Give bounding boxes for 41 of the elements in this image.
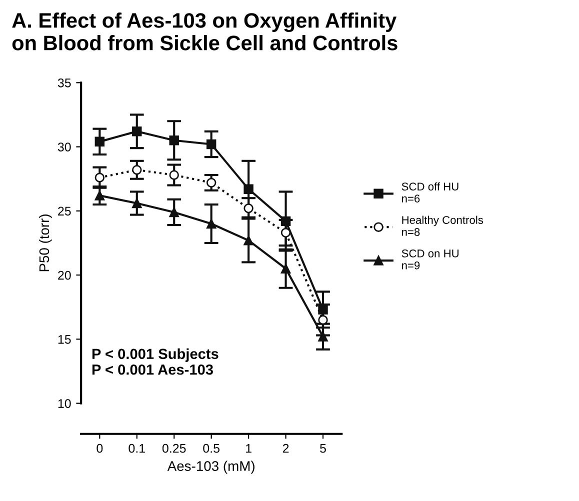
point — [244, 203, 254, 214]
point — [94, 190, 105, 200]
point — [318, 304, 328, 315]
point — [206, 218, 216, 229]
point — [169, 207, 179, 218]
point — [244, 184, 254, 194]
point — [132, 126, 142, 136]
legend-label: SCD off HU n=6 — [402, 182, 458, 202]
y-tick-label: 25 — [58, 206, 71, 216]
point — [94, 136, 105, 147]
x-tick-label: 1 — [246, 444, 252, 453]
x-tick-label: 5 — [320, 444, 326, 453]
x-tick-label: 0 — [96, 444, 103, 453]
x-tick-label: 2 — [282, 444, 289, 453]
legend-label: SCD on HU n=9 — [402, 250, 458, 270]
point — [280, 264, 291, 274]
point — [169, 136, 179, 146]
point — [132, 198, 142, 208]
point — [206, 139, 216, 150]
point — [280, 228, 291, 238]
point — [244, 236, 254, 246]
point — [132, 165, 142, 175]
y-axis-title: P50 (torr) — [38, 214, 52, 272]
legend-label: Healthy Controls n=8 — [402, 216, 484, 236]
point — [206, 178, 216, 188]
y-tick-label: 30 — [58, 142, 71, 152]
chart-title: A. Effect of Aes-103 on Oxygen Affinity on Blood from Sickle Cell and Controls — [12, 12, 398, 50]
point — [169, 170, 179, 180]
x-axis-title: Aes-103 (mM) — [167, 460, 254, 474]
x-tick-label: 0.1 — [128, 444, 145, 453]
x-tick-label: 0.5 — [203, 444, 220, 453]
y-tick-label: 35 — [58, 78, 71, 88]
x-tick-label: 0.25 — [162, 444, 186, 453]
y-tick-label: 15 — [58, 335, 71, 344]
y-tick-label: 20 — [58, 270, 71, 280]
point — [318, 332, 328, 342]
point — [318, 315, 328, 325]
y-tick-label: 10 — [58, 399, 71, 408]
annotation: P < 0.001 Subjects P < 0.001 Aes-103 — [92, 348, 218, 375]
point — [280, 216, 291, 226]
point — [94, 172, 105, 182]
